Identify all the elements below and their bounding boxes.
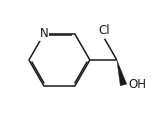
Text: Cl: Cl xyxy=(99,24,110,37)
Polygon shape xyxy=(117,60,127,86)
Text: OH: OH xyxy=(128,78,146,91)
Text: N: N xyxy=(40,27,48,40)
